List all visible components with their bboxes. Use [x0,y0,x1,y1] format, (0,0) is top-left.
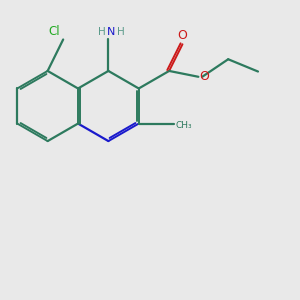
Text: O: O [200,70,209,83]
Text: H: H [117,27,125,37]
Text: Cl: Cl [48,25,60,38]
Text: N: N [107,27,116,37]
Text: CH₃: CH₃ [175,121,192,130]
Text: H: H [98,27,106,37]
Text: O: O [178,29,188,42]
